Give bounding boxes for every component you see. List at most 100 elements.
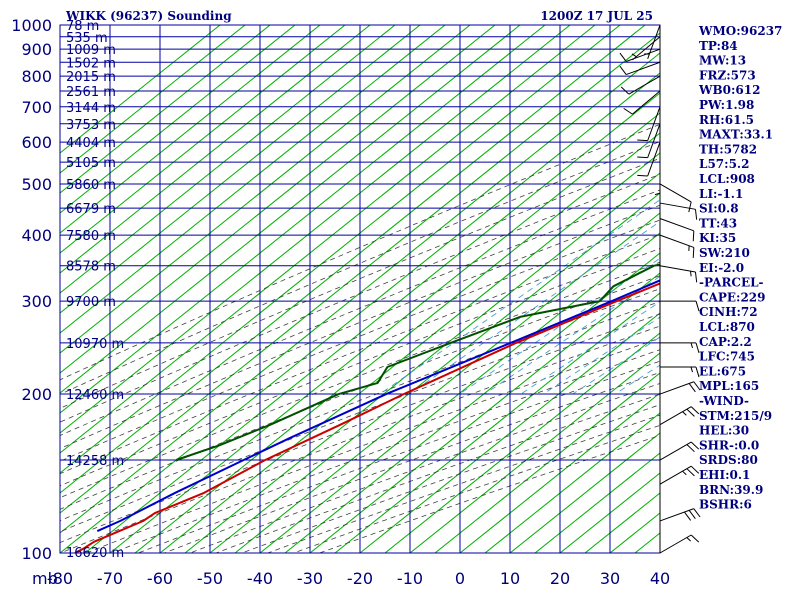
index-label: BRN:39.9 [699,483,763,497]
index-label: CINH:72 [699,305,758,319]
temperature-line [74,282,660,553]
temperature-tick-label: -20 [347,569,373,588]
index-label: HEL:30 [699,424,749,438]
pressure-tick-label: 300 [21,292,52,311]
temperature-tick-label: -50 [197,569,223,588]
height-label: 4404 m [66,136,116,151]
temperature-tick-label: -60 [147,569,173,588]
pressure-tick-label: 1000 [11,16,52,35]
isotherm-line [84,92,660,553]
isotherm-line [60,25,396,294]
wind-barb [644,24,661,59]
wind-barb [659,183,692,213]
isotherm-line [60,25,496,374]
stability-indices: WMO:96237TP:84MW:13FRZ:573WB0:612PW:1.98… [698,24,782,512]
index-label: TH:5782 [699,142,757,156]
wind-barb [660,342,700,354]
parcel-line [96,279,660,533]
isotherm-line [509,432,660,553]
isotherm-line [459,392,660,553]
index-label: LCL:870 [699,320,755,334]
chart-title: WIKK (96237) Sounding [65,9,232,23]
isotherm-line [60,25,646,494]
wind-barb [619,48,661,62]
index-label: EHI:0.1 [699,468,750,482]
isotherm-line [60,25,446,334]
index-label: SI:0.8 [699,202,739,216]
index-label: SW:210 [699,246,750,260]
isotherm-line [60,25,296,214]
temperature-tick-label: 0 [455,569,465,588]
index-label: LI:-1.1 [699,187,743,201]
temperature-tick-label: -10 [397,569,423,588]
height-label: 535 m [66,31,108,46]
pressure-tick-label: 400 [21,226,52,245]
profile-lines [74,263,660,553]
wind-barb [659,218,695,242]
index-label: RH:61.5 [699,113,754,127]
height-label: 6679 m [66,202,116,217]
pressure-tick-label: 500 [21,175,52,194]
index-label: PW:1.98 [699,98,754,112]
temperature-tick-label: 40 [650,569,670,588]
index-label: TT:43 [699,216,737,230]
index-label: LCL:908 [699,172,755,186]
wind-barb [659,234,695,258]
wind-barbs [619,24,701,554]
mixing-ratio-line [484,275,660,395]
isotherm-line [234,212,660,553]
height-label: 3753 m [66,118,116,133]
temperature-tick-label: 20 [550,569,570,588]
wind-barb [660,366,700,378]
temperature-tick-label: 10 [500,569,520,588]
wind-barb [659,534,700,554]
isotherm-line [60,25,596,454]
height-label: 5860 m [66,178,116,193]
height-label: 14258 m [66,454,124,469]
index-label: SRDS:80 [699,453,758,467]
index-label: EL:675 [699,364,746,378]
isotherm-line [134,132,660,553]
isotherm-line [359,312,660,553]
pressure-tick-label: 700 [21,98,52,117]
height-label: 5105 m [66,156,116,171]
temperature-tick-label: -30 [297,569,323,588]
mixing-ratio-line [379,199,660,395]
index-label: MAXT:33.1 [699,128,773,142]
wind-barb [654,162,661,199]
temperature-tick-label: -70 [97,569,123,588]
temperature-tick-label: -40 [247,569,273,588]
height-label: 12460 m [66,388,124,403]
chart-time: 1200Z 17 JUL 25 [540,9,653,23]
isotherm-line [534,452,660,553]
wind-barb [637,141,661,177]
wind-barb [659,465,700,485]
wind-barb [659,406,700,426]
wind-barb [637,123,661,159]
mixing-ratio-line [408,221,660,395]
height-label: 9700 m [66,295,116,310]
isotherm-line [434,372,660,553]
isotherm-line [60,52,660,534]
wind-barb [659,441,700,461]
wind-barb [623,90,661,115]
index-label: CAPE:229 [699,290,766,304]
index-label: EI:-2.0 [699,261,744,275]
pressure-tick-label: 900 [21,40,52,59]
index-label: FRZ:573 [699,68,756,82]
height-label: 1502 m [66,56,116,71]
mixing-ratio-lines [379,199,660,395]
index-label: -PARCEL- [699,276,764,290]
height-label: 7580 m [66,229,116,244]
index-label: MW:13 [699,54,746,68]
index-label: MPL:165 [699,379,759,393]
isotherm-line [209,192,660,553]
temperature-tick-label: 30 [600,569,620,588]
height-label: 10970 m [66,337,124,352]
isotherm-line [159,152,660,553]
isotherm-line [60,25,546,414]
isotherm-line [109,112,660,553]
